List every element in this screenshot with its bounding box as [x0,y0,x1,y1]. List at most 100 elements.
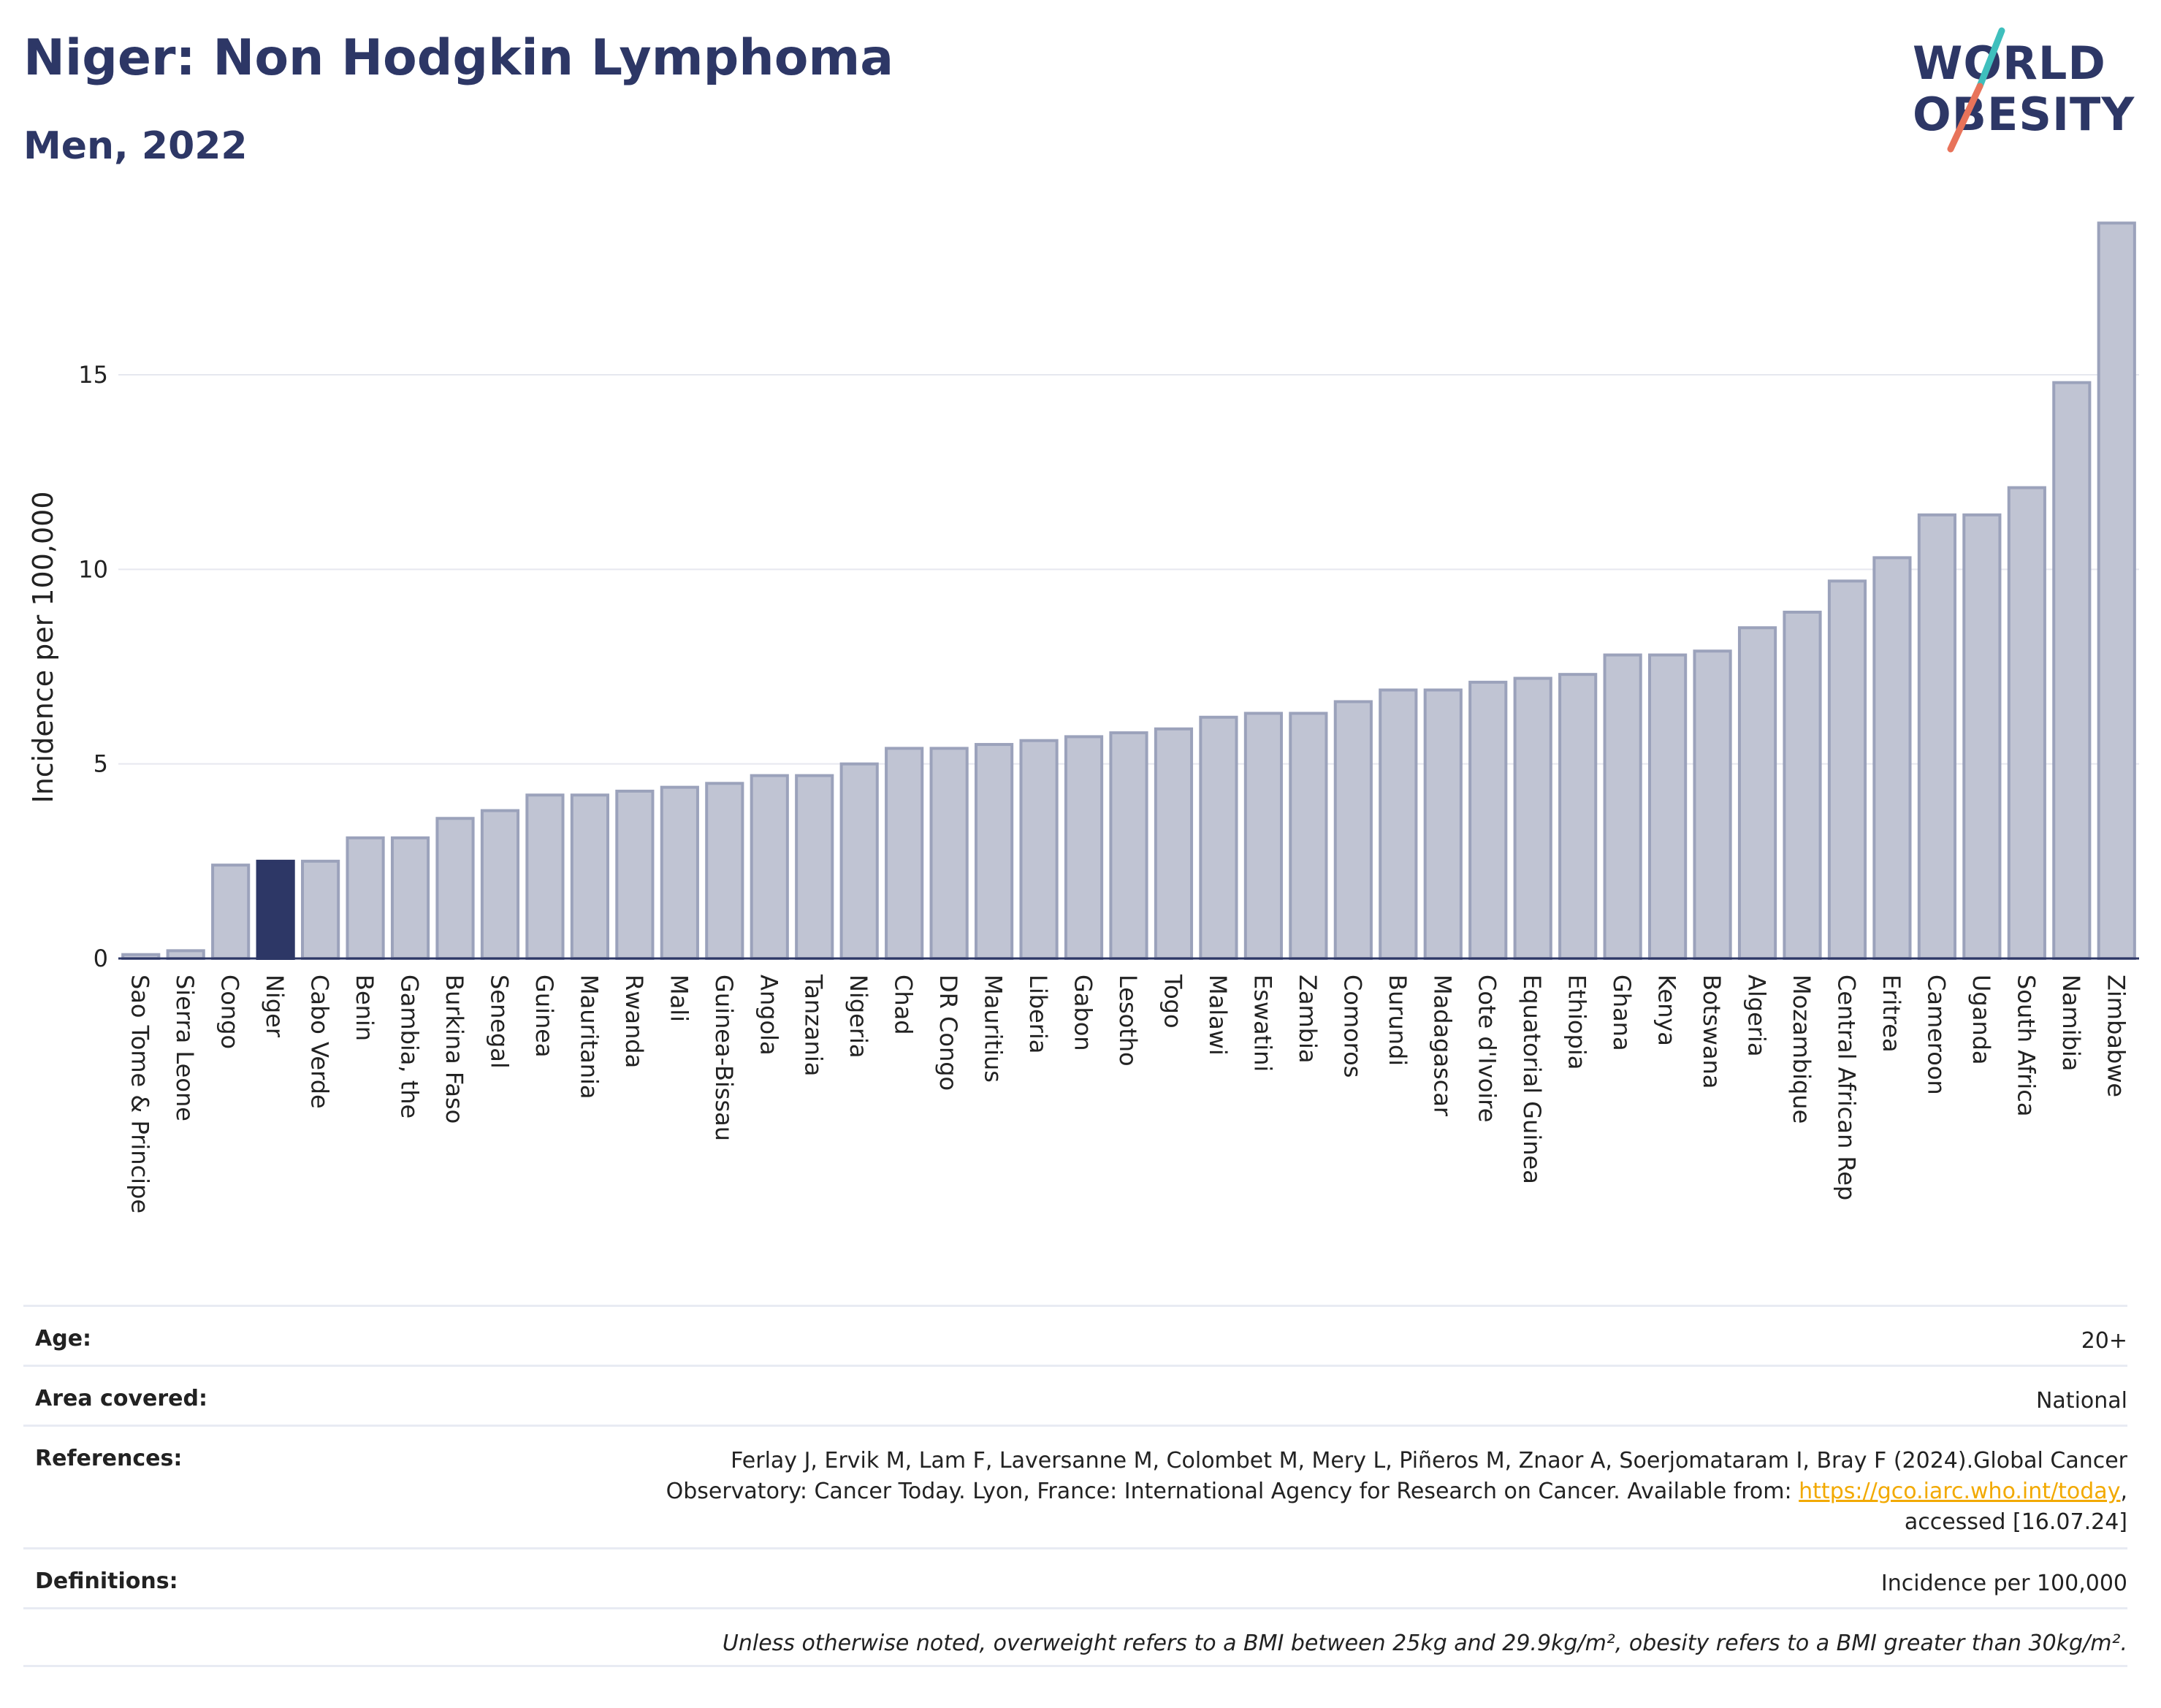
y-axis-ticks: 0 5 10 15 [78,361,108,972]
bar [1243,712,1283,960]
info-row-note: Unless otherwise noted, overweight refer… [23,1607,2127,1667]
bar [2097,221,2136,961]
x-tick-label: Sao Tome & Principe [126,975,154,1213]
y-tick-label: 15 [78,361,108,389]
bar [885,747,924,961]
references-value: Ferlay J, Ervik M, Lam F, Laversanne M, … [666,1446,2127,1538]
x-tick-label: Ethiopia [1563,975,1591,1070]
x-tick-label: Congo [216,975,244,1049]
x-tick-label: Ghana [1608,975,1636,1051]
bar [660,785,699,960]
references-line-1: Ferlay J, Ervik M, Lam F, Laversanne M, … [731,1448,2127,1473]
bar [1827,579,1867,960]
bar [1603,653,1642,960]
bar [480,809,520,960]
bar [1019,739,1059,960]
age-label: Age: [35,1326,92,1351]
bar [750,774,789,960]
bar [839,762,879,960]
references-link[interactable]: https://gco.iarc.who.int/today [1799,1479,2121,1504]
x-tick-label: Nigeria [845,975,872,1058]
bar [1064,735,1104,961]
x-tick-label: Liberia [1024,975,1052,1053]
bar [1513,676,1552,960]
bar [929,747,969,961]
x-tick-label: Botswana [1698,975,1726,1089]
bar [1333,700,1373,960]
x-tick-label: Kenya [1653,975,1681,1046]
bar [615,789,655,961]
references-line-2: Observatory: Cancer Today. Lyon, France:… [666,1476,2127,1507]
chart-area: 0 5 10 15 Sao Tome & Principe Sierra Leone Co… [0,190,2161,1286]
bar [390,836,430,960]
x-tick-label: Central African Rep [1832,975,1860,1200]
x-tick-label: Zambia [1294,975,1322,1064]
logo-line-2: OBESITY [1913,88,2135,141]
x-tick-label: Sierra Leone [171,975,199,1121]
page-title: Niger: Non Hodgkin Lymphoma [23,29,894,87]
page-subtitle: Men, 2022 [23,124,248,168]
bmi-note: Unless otherwise noted, overweight refer… [722,1631,2127,1656]
bar [2007,486,2046,960]
x-tick-label: Namibia [2057,975,2085,1071]
references-line-3: accessed [16.07.24] [1904,1509,2127,1535]
bar [1289,712,1328,960]
x-tick-label: Tanzania [800,974,828,1076]
bar [1962,513,2002,960]
x-tick-label: Algeria [1743,975,1771,1056]
bar [346,836,385,960]
x-tick-label: South Africa [2012,975,2040,1116]
bar [525,793,565,960]
bar [975,743,1014,960]
bars [121,221,2136,961]
logo-line-1: WORLD [1913,37,2106,90]
x-tick-label: Niger [261,975,289,1038]
bar [211,863,251,960]
bar [570,793,609,960]
x-tick-label: Zimbabwe [2102,975,2130,1097]
bar [301,859,340,960]
x-tick-label: Cote d'Ivoire [1474,975,1501,1122]
bar [435,817,475,960]
x-tick-label: Mauritius [980,975,1007,1083]
x-tick-label: Guinea [530,975,558,1058]
x-tick-label: Lesotho [1114,975,1142,1067]
x-tick-label: Mauritania [575,975,603,1099]
bar [1109,731,1148,960]
references-line-2-end: , [2120,1479,2127,1504]
x-tick-label: Madagascar [1428,975,1456,1117]
bar [705,782,744,960]
x-tick-label: Eritrea [1878,975,1905,1053]
y-axis-label: Incidence per 100,000 [27,491,59,803]
y-tick-label: 0 [94,945,108,972]
bar [795,774,834,960]
bar [166,949,205,961]
bar [1423,688,1463,960]
x-tick-label: Guinea-Bissau [710,975,738,1141]
x-axis-ticks: Sao Tome & Principe Sierra Leone Congo Nige… [126,974,2130,1213]
x-tick-label: Togo [1159,974,1186,1029]
x-tick-label: Uganda [1967,975,1995,1065]
age-value: 20+ [2081,1328,2127,1354]
x-tick-label: Equatorial Guinea [1518,975,1546,1184]
x-tick-label: DR Congo [934,975,962,1091]
logo-slash-icon [1947,27,2005,153]
info-row-references: References: Ferlay J, Ervik M, Lam F, La… [23,1425,2127,1547]
bar [1154,727,1194,960]
x-tick-label: Angola [755,975,782,1056]
bar [1558,673,1598,960]
references-line-2-text: Observatory: Cancer Today. Lyon, France:… [666,1479,1799,1504]
x-tick-label: Cameroon [1922,975,1950,1095]
x-tick-label: Benin [351,975,378,1041]
bar-highlight [256,859,295,960]
bar [1783,610,1822,960]
x-tick-label: Senegal [485,975,513,1069]
bar [1872,556,1912,960]
info-row-definitions: Definitions: Incidence per 100,000 [23,1547,2127,1607]
x-tick-label: Gabon [1070,975,1097,1051]
bar [1379,688,1418,960]
bar [1737,626,1777,961]
bar [1693,649,1732,961]
x-tick-label: Mali [665,975,693,1022]
references-label: References: [35,1446,183,1471]
